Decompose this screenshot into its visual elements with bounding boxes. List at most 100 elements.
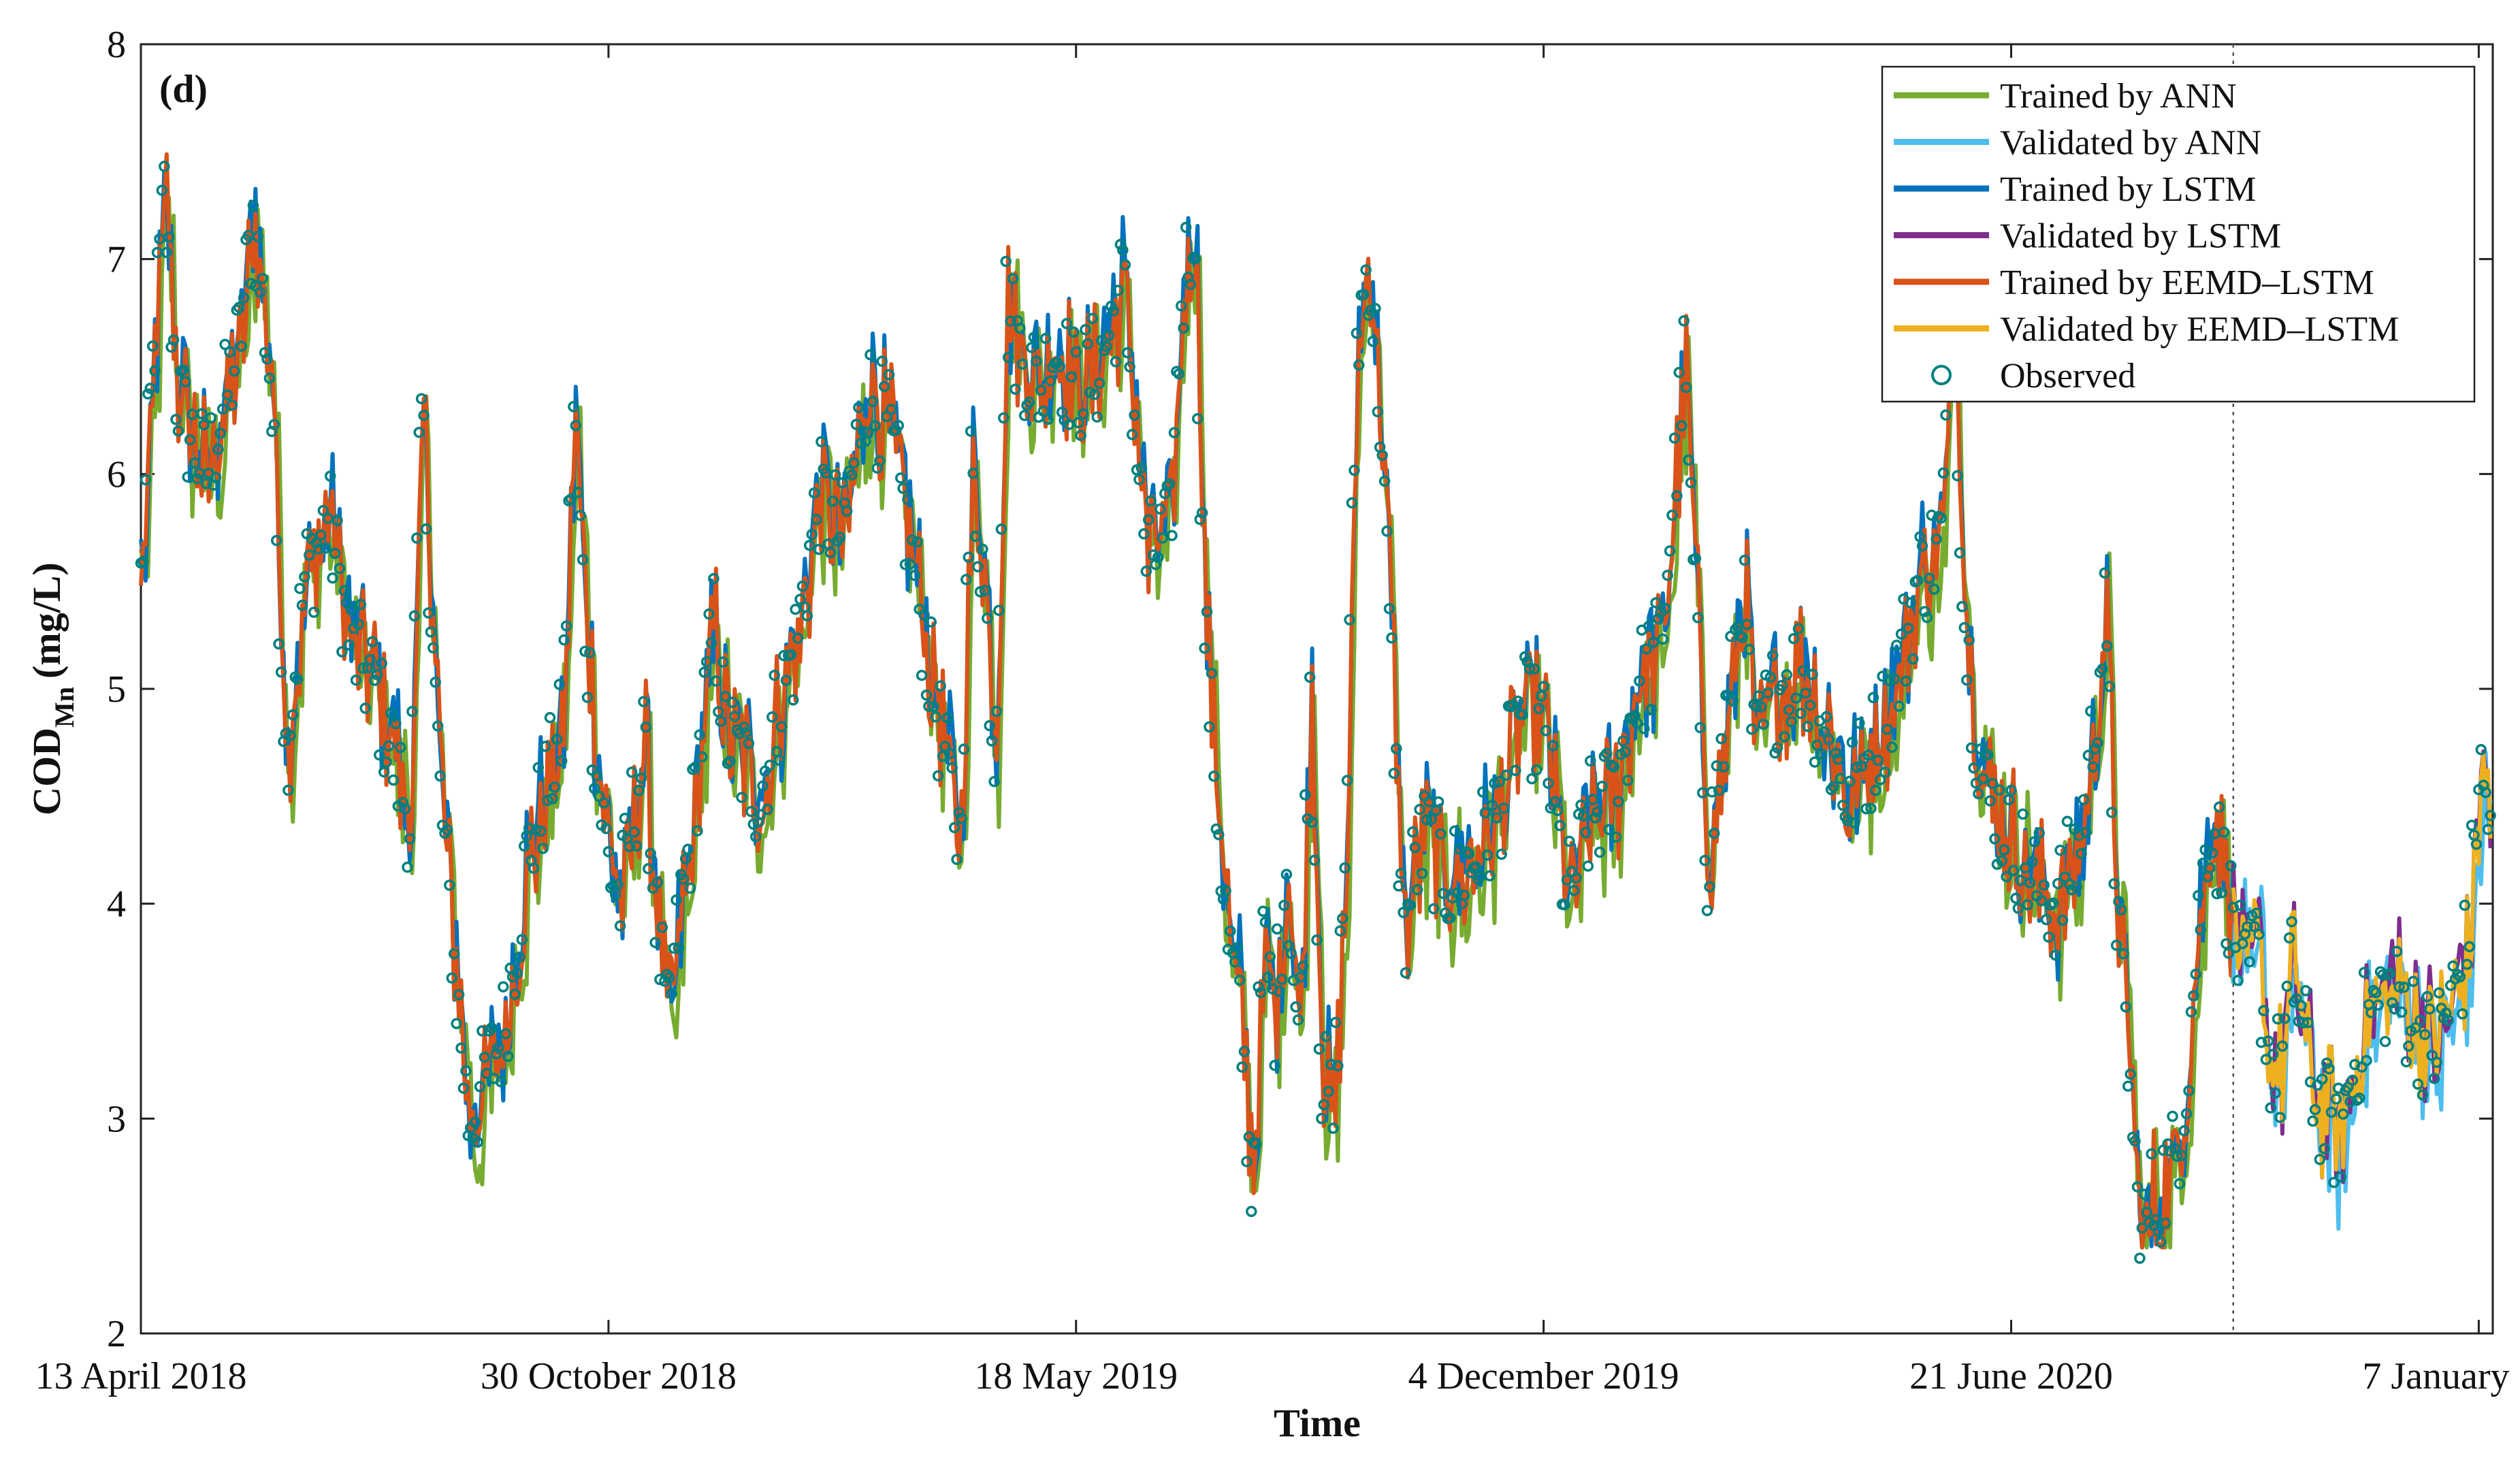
observed-point [1119,259,1131,271]
y-axis-title-main: COD [25,728,69,815]
observed-point [476,1025,488,1037]
observed-point [2482,824,2494,835]
observed-point [1329,1016,1342,1028]
observed-point [824,547,837,559]
observed-point [1311,934,1323,946]
legend-label: Validated by EEMD–LSTM [2000,310,2399,349]
observed-point [2092,737,2103,749]
observed-point [2056,914,2069,926]
observed-point [1280,869,1293,880]
observed-point [953,807,965,819]
observed-point [1935,512,1947,524]
observed-point [387,774,400,786]
observed-point [1427,903,1440,915]
observed-point [2183,1085,2195,1097]
observed-point [329,547,341,560]
observed-point [2407,975,2419,988]
observed-point [1512,695,1524,707]
observed-point [1717,761,1730,773]
observed-point [2108,878,2120,890]
observed-point [1994,784,2005,796]
observed-point [474,1081,486,1092]
observed-point [1551,805,1564,816]
x-axis-ticks: 13 April 2018 30 October 2018 18 May 2019 4… [35,44,2520,1397]
observed-point [404,832,416,845]
observed-point [1673,366,1685,378]
observed-point [1122,346,1133,359]
observed-point [539,741,551,752]
observed-point [2433,987,2445,999]
observed-point [1398,907,1409,918]
observed-point [1204,721,1215,733]
observed-point [1954,547,1966,559]
x-tick-label: 13 April 2018 [35,1355,246,1397]
observed-point [425,626,437,638]
observed-point [1622,775,1634,786]
observed-point [2061,815,2073,828]
observed-point [1108,305,1119,317]
observed-point [189,457,201,469]
observed-point [715,715,726,728]
observed-point [848,457,860,469]
observed-point [720,691,731,702]
observed-point [1547,740,1559,751]
observed-point [575,509,586,521]
observed-point [1634,675,1645,687]
observed-point [794,594,806,605]
observed-point [537,843,549,854]
observed-point [2269,1087,2281,1099]
observed-point [2078,794,2090,805]
observed-point [780,675,792,686]
observed-point [304,549,315,561]
observed-point [635,772,647,784]
observed-point [2218,826,2230,838]
observed-point [2176,1150,2188,1161]
legend-swatch [1931,365,1952,385]
observed-point [1575,799,1587,811]
observed-point [2335,1171,2347,1183]
observed-point [455,1042,467,1054]
observed-point [923,700,935,712]
observed-point [1299,789,1311,800]
observed-point [1613,796,1624,807]
observed-point [1477,786,1489,798]
observed-point [1308,854,1321,866]
observed-point [210,472,222,483]
observed-point [1213,829,1225,841]
observed-point [299,571,310,583]
observed-point [1496,848,1508,860]
observed-point [385,707,397,719]
observed-point [1135,462,1148,474]
observed-point [1585,755,1596,767]
observed-point [336,646,348,658]
observed-point [221,389,233,401]
observed-point [1054,361,1065,372]
observed-point [982,613,993,624]
observed-point [1220,885,1231,896]
observed-point [834,532,846,543]
observed-point [1692,612,1704,623]
y-tick-label: 6 [107,453,126,496]
observed-point [2330,1093,2342,1105]
observed-point [682,843,694,856]
observed-point [1881,724,1893,735]
observed-point [745,805,757,817]
observed-point [1753,690,1764,702]
observed-point [2286,916,2297,928]
observed-point [598,797,610,809]
observed-point [645,847,656,860]
observed-point [1129,409,1140,421]
observed-point [1257,905,1269,918]
observed-point [2464,941,2475,953]
observed-point [549,781,561,793]
observed-point [1879,766,1891,778]
observed-point [1888,673,1901,685]
observed-point [757,780,769,792]
observed-point [692,825,703,837]
observed-point [287,709,299,721]
observed-point [1259,916,1272,928]
series-validated-eemd-lstm [2231,752,2493,1180]
observed-point [1638,723,1650,734]
observed-point [1334,925,1346,937]
observed-point [619,813,631,824]
